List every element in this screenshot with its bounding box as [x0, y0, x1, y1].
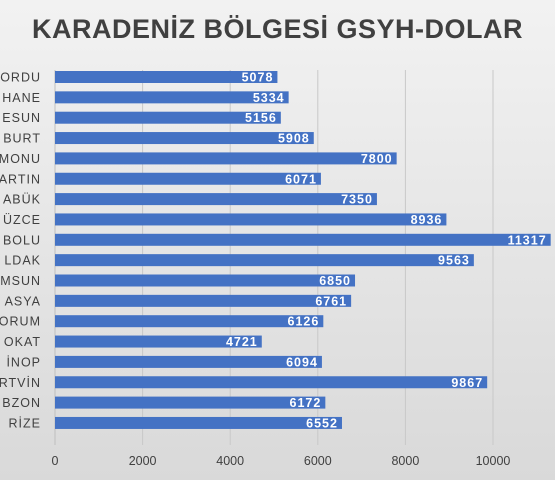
bar: [55, 132, 314, 145]
data-label: 9867: [451, 376, 483, 390]
category-label: HANE: [2, 91, 41, 105]
bar: [55, 111, 281, 124]
data-label: 7800: [361, 152, 393, 166]
data-label: 7350: [341, 193, 373, 207]
bar: [55, 152, 397, 165]
x-tick-label: 4000: [216, 454, 244, 468]
data-label: 6172: [290, 396, 322, 410]
chart-title: KARADENİZ BÖLGESİ GSYH-DOLAR: [31, 14, 523, 44]
data-label: 6071: [285, 172, 317, 186]
category-label: ABÜK: [3, 193, 41, 207]
bar: [55, 355, 322, 368]
category-label: MSUN: [0, 274, 41, 288]
bar: [55, 71, 278, 83]
category-label: OKAT: [4, 335, 41, 349]
x-tick-label: 10000: [476, 454, 511, 468]
bar: [55, 254, 474, 267]
category-label: ASYA: [5, 294, 41, 308]
data-label: 4721: [226, 335, 258, 349]
category-label: ORDU: [0, 71, 41, 85]
data-label: 6126: [288, 315, 320, 329]
bar: [55, 91, 289, 104]
category-label: ARTIN: [0, 172, 41, 186]
data-label: 6761: [315, 294, 347, 308]
bar: [55, 274, 356, 287]
bar: [55, 213, 447, 226]
category-label: İNOP: [6, 355, 41, 369]
bar: [55, 376, 488, 389]
category-label: ORUM: [0, 315, 41, 329]
data-label: 5156: [245, 111, 277, 125]
category-label: BOLU: [3, 233, 41, 247]
category-label: MONU: [0, 152, 41, 166]
data-label: 5908: [278, 132, 310, 146]
bar: [55, 416, 342, 429]
data-label: 6850: [319, 274, 351, 288]
category-label: ESUN: [2, 111, 41, 125]
bar: [55, 172, 321, 185]
bar: [55, 193, 377, 206]
data-label: 5078: [242, 71, 274, 85]
category-label: BURT: [3, 132, 41, 146]
bar: [55, 233, 551, 246]
data-label: 11317: [508, 233, 547, 247]
category-label: BZON: [2, 396, 41, 410]
category-label: ÜZCE: [3, 213, 41, 227]
data-label: 9563: [438, 254, 470, 268]
x-tick-label: 2000: [129, 454, 157, 468]
data-label: 6552: [306, 416, 338, 430]
data-label: 8936: [411, 213, 443, 227]
bar: [55, 315, 324, 328]
bar: [55, 396, 326, 409]
data-label: 6094: [286, 355, 318, 369]
data-label: 5334: [253, 91, 285, 105]
x-tick-label: 8000: [391, 454, 419, 468]
category-label: RTVİN: [0, 376, 41, 390]
category-label: RİZE: [9, 416, 41, 430]
bar: [55, 335, 262, 348]
x-tick-label: 0: [52, 454, 59, 468]
bar: [55, 294, 352, 307]
category-label: LDAK: [4, 254, 41, 268]
x-tick-label: 6000: [304, 454, 332, 468]
